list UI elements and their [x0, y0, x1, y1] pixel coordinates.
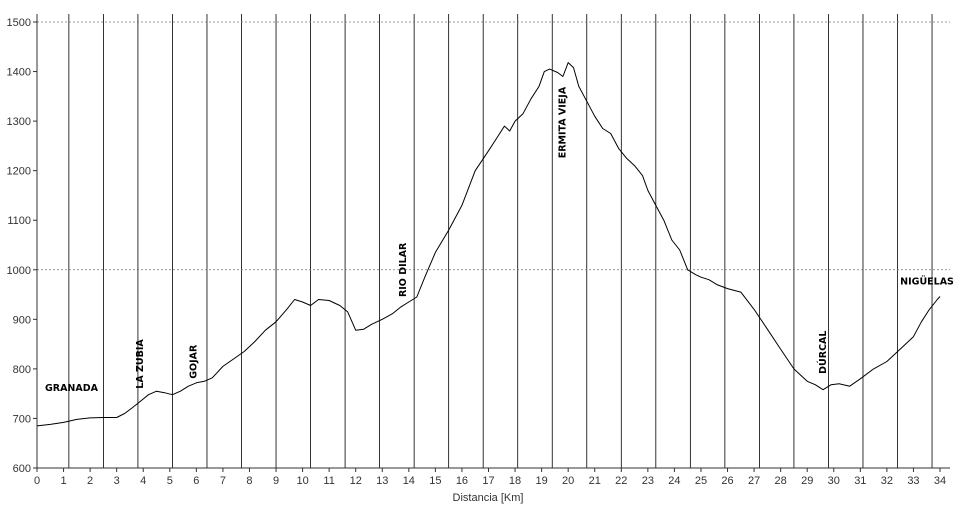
series-group [36, 62, 941, 427]
x-tick-label: 11 [323, 475, 334, 487]
x-tick-label: 33 [907, 475, 919, 487]
x-tick-label: 12 [350, 475, 362, 487]
x-tick-label: 2 [87, 475, 93, 487]
x-tick-label: 8 [246, 475, 252, 487]
x-tick-label: 3 [114, 475, 120, 487]
x-tick-label: 13 [376, 475, 388, 487]
x-axis-label: Distancia [Km] [453, 492, 524, 504]
y-tick-label: 1000 [7, 265, 31, 277]
place-label: GRANADA [45, 383, 99, 394]
x-tick-label: 21 [589, 475, 601, 487]
x-tick-label: 6 [193, 475, 199, 487]
x-tick-label: 14 [403, 475, 415, 487]
x-tick-label: 34 [934, 475, 946, 487]
annotations: GRANADA LA ZUBIA GOJAR RIO DILAR ERMITA VIEJ… [45, 86, 954, 394]
place-label: RIO DILAR [398, 242, 409, 297]
x-tick-label: 7 [220, 475, 226, 487]
x-tick-label: 23 [642, 475, 654, 487]
place-label: LA ZUBIA [135, 339, 146, 389]
x-tick-label: 0 [34, 475, 40, 487]
x-tick-label: 29 [801, 475, 813, 487]
x-tick-label: 30 [828, 475, 840, 487]
y-tick-label: 1100 [7, 215, 31, 227]
axes [36, 14, 950, 469]
y-tick-label: 600 [13, 463, 31, 475]
y-tick-label: 700 [13, 413, 31, 425]
x-tick-label: 24 [668, 475, 680, 487]
x-tick-label: 17 [482, 475, 494, 487]
place-label: ERMITA VIEJA [558, 86, 569, 158]
x-tick-label: 10 [296, 475, 308, 487]
x-tick-label: 20 [562, 475, 574, 487]
x-tick-label: 26 [721, 475, 733, 487]
x-tick-label: 22 [615, 475, 627, 487]
y-axis-ticks: 600 700 800 900 1000 1100 1200 1300 1400 1500 [7, 17, 37, 475]
vertical-gridlines [68, 14, 933, 468]
x-tick-label: 19 [535, 475, 547, 487]
x-tick-label: 31 [854, 475, 866, 487]
x-tick-label: 1 [60, 475, 66, 487]
y-tick-label: 1500 [7, 17, 31, 29]
y-tick-label: 1300 [7, 116, 31, 128]
y-tick-label: 1200 [7, 166, 31, 178]
horizontal-gridlines [37, 21, 950, 271]
x-tick-label: 32 [881, 475, 893, 487]
x-tick-label: 5 [167, 475, 173, 487]
x-tick-label: 25 [695, 475, 707, 487]
x-tick-label: 9 [273, 475, 279, 487]
x-tick-label: 28 [775, 475, 787, 487]
place-label: DÚRCAL [817, 331, 829, 374]
x-tick-label: 16 [456, 475, 468, 487]
y-tick-label: 900 [13, 314, 31, 326]
x-tick-label: 27 [748, 475, 760, 487]
x-tick-label: 18 [509, 475, 521, 487]
elevation-line-series-0 [36, 62, 941, 427]
x-axis-ticks: 0 1 2 3 4 5 6 7 8 9 10 11 12 13 14 15 16 17 18 19 20 21 22 23 24… [34, 468, 946, 487]
y-tick-label: 1400 [7, 67, 31, 79]
place-label: GOJAR [188, 344, 199, 379]
place-label: NIGÜELAS [900, 277, 954, 288]
x-tick-label: 15 [429, 475, 441, 487]
x-tick-label: 4 [140, 475, 146, 487]
y-tick-label: 800 [13, 364, 31, 376]
